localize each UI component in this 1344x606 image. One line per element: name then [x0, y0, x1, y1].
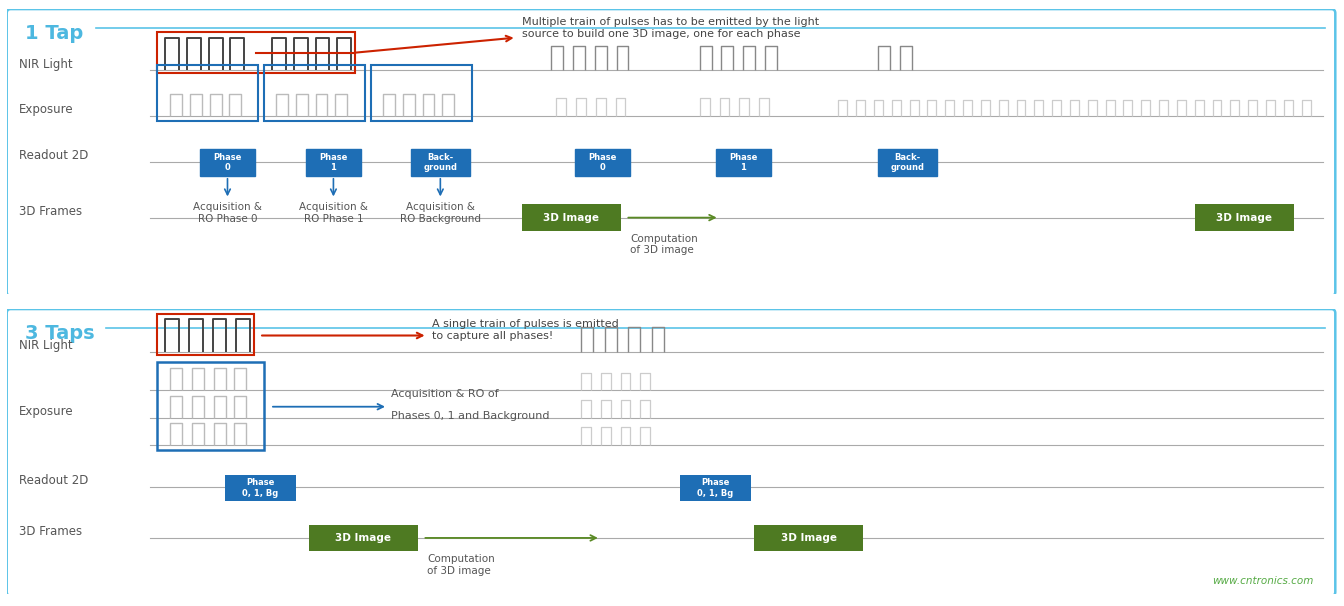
Bar: [371, 65, 472, 121]
Text: Exposure: Exposure: [19, 103, 73, 116]
Text: Acquisition & RO of: Acquisition & RO of: [391, 388, 499, 399]
Text: www.cntronics.com: www.cntronics.com: [1212, 576, 1313, 586]
Text: Phases 0, 1 and Background: Phases 0, 1 and Background: [391, 411, 550, 421]
Text: Phase
0: Phase 0: [214, 153, 242, 172]
Bar: [157, 314, 254, 355]
FancyBboxPatch shape: [7, 309, 1336, 596]
Bar: [521, 204, 621, 231]
Text: Phase
0: Phase 0: [589, 153, 617, 172]
Bar: [754, 525, 863, 551]
FancyBboxPatch shape: [7, 9, 1336, 296]
Text: Phase
1: Phase 1: [320, 153, 348, 172]
Text: 3D Frames: 3D Frames: [19, 525, 82, 538]
Bar: [411, 150, 470, 176]
Text: A single train of pulses is emitted: A single train of pulses is emitted: [433, 319, 620, 329]
Text: source to build one 3D image, one for each phase: source to build one 3D image, one for ea…: [521, 30, 800, 39]
Text: Computation
of 3D image: Computation of 3D image: [630, 234, 698, 256]
Bar: [878, 150, 937, 176]
Bar: [1195, 204, 1294, 231]
Text: 3D Image: 3D Image: [781, 533, 836, 543]
Text: 3 Taps: 3 Taps: [24, 324, 94, 344]
Bar: [680, 475, 751, 501]
Bar: [200, 150, 255, 176]
Text: Acquisition &
RO Phase 0: Acquisition & RO Phase 0: [194, 202, 262, 224]
Text: Multiple train of pulses has to be emitted by the light: Multiple train of pulses has to be emitt…: [521, 17, 818, 27]
Text: Readout 2D: Readout 2D: [19, 149, 87, 162]
Text: Back-
ground: Back- ground: [423, 153, 457, 172]
Text: Acquisition &
RO Background: Acquisition & RO Background: [401, 202, 481, 224]
Text: Exposure: Exposure: [19, 405, 73, 418]
Bar: [309, 525, 418, 551]
Text: 3D Image: 3D Image: [1216, 213, 1273, 222]
Text: Phase
1: Phase 1: [728, 153, 758, 172]
Bar: [265, 65, 366, 121]
Bar: [715, 150, 771, 176]
Text: Computation
of 3D image: Computation of 3D image: [427, 554, 495, 576]
Text: 3D Frames: 3D Frames: [19, 205, 82, 218]
Bar: [157, 65, 258, 121]
Bar: [157, 33, 355, 73]
Text: Acquisition &
RO Phase 1: Acquisition & RO Phase 1: [298, 202, 368, 224]
Bar: [224, 475, 296, 501]
Bar: [575, 150, 630, 176]
Bar: [305, 150, 362, 176]
Text: 3D Image: 3D Image: [543, 213, 599, 222]
Text: 1 Tap: 1 Tap: [24, 24, 83, 44]
Text: to capture all phases!: to capture all phases!: [433, 331, 554, 341]
Text: NIR Light: NIR Light: [19, 339, 73, 352]
Bar: [157, 362, 265, 450]
Text: Phase
0, 1, Bg: Phase 0, 1, Bg: [242, 478, 278, 498]
Text: Readout 2D: Readout 2D: [19, 474, 87, 487]
Text: Phase
0, 1, Bg: Phase 0, 1, Bg: [698, 478, 734, 498]
Text: Back-
ground: Back- ground: [891, 153, 925, 172]
Text: NIR Light: NIR Light: [19, 58, 73, 70]
Text: 3D Image: 3D Image: [335, 533, 391, 543]
